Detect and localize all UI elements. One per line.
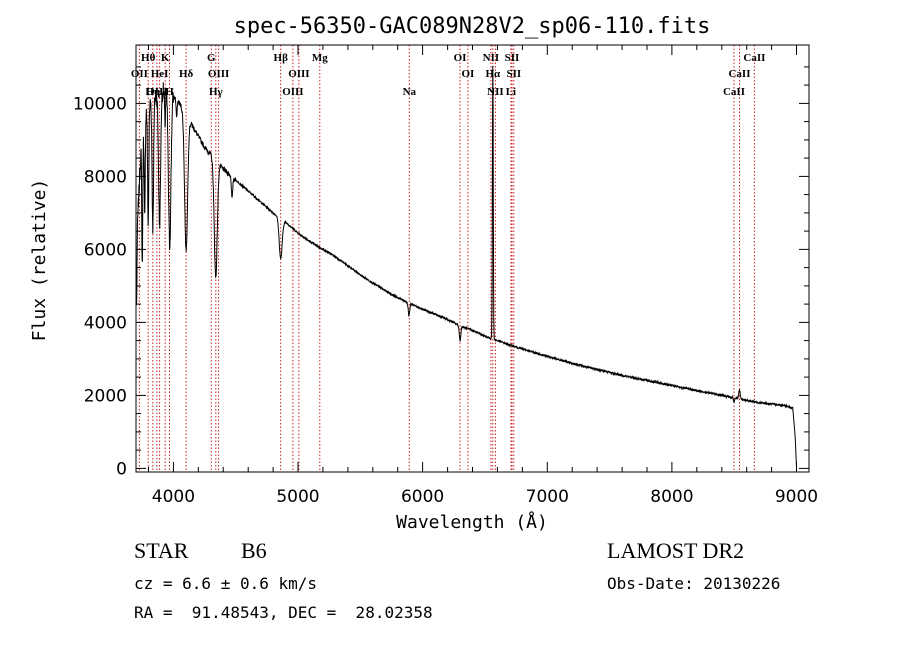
y-tick-label: 2000 [84, 386, 127, 406]
x-axis-label: Wavelength (Å) [396, 511, 548, 533]
chart-title: spec-56350-GAC089N28V2_sp06-110.fits [234, 14, 711, 39]
x-tick-label: 5000 [276, 487, 319, 507]
line-marker-label: OI [461, 68, 474, 80]
y-axis: 0 2000 4000 6000 8000 10000 [73, 66, 809, 479]
x-tick-label: 6000 [401, 487, 444, 507]
y-tick-label: 6000 [84, 240, 127, 260]
y-tick-label: 0 [116, 459, 127, 479]
line-marker-label: CaII [723, 86, 745, 98]
line-marker-label: Hη [145, 86, 160, 98]
line-marker-label: SII [506, 68, 521, 80]
line-marker-label: SII [505, 52, 520, 64]
line-marker-label: OIII [288, 68, 309, 80]
x-tick-label: 9000 [775, 487, 818, 507]
object-subclass: B6 [241, 538, 267, 563]
marker-lines [138, 45, 755, 472]
y-tick-label: 4000 [84, 313, 127, 333]
x-tick-label: 8000 [650, 487, 693, 507]
line-marker-label: OIII [282, 86, 303, 98]
line-marker-label: Hδ [179, 68, 194, 80]
line-marker-label: CaII [743, 52, 765, 64]
line-marker-label: OII [131, 68, 148, 80]
plot-frame [135, 44, 810, 473]
line-marker-label: Mg [312, 52, 328, 64]
y-tick-label: 8000 [84, 167, 127, 187]
line-marker-label: K [161, 52, 170, 64]
x-axis: 4000 5000 6000 7000 8000 9000 [148, 45, 818, 507]
line-marker-label: OIII [208, 68, 229, 80]
line-marker-label: Hθ [141, 52, 156, 64]
line-marker-label: CaII [728, 68, 750, 80]
line-marker-label: Li [506, 86, 516, 98]
spectrum-line [136, 65, 797, 466]
line-marker-label: Na [403, 86, 417, 98]
redshift-cz: cz = 6.6 ± 0.6 km/s [134, 574, 318, 593]
x-tick-label: 7000 [526, 487, 569, 507]
survey-name: LAMOST DR2 [607, 538, 745, 563]
line-marker-label: H [165, 86, 174, 98]
line-marker-label: Hγ [209, 86, 223, 98]
line-marker-label: G [207, 52, 216, 64]
line-marker-label: NII [487, 86, 504, 98]
y-tick-label: 10000 [73, 94, 127, 114]
observation-date: Obs-Date: 20130226 [607, 574, 781, 593]
line-marker-label: NII [483, 52, 500, 64]
object-class: STAR [134, 538, 189, 563]
line-marker-label: HeI [151, 68, 169, 80]
line-marker-label: OI [454, 52, 467, 64]
sky-coordinates: RA = 91.48543, DEC = 28.02358 [134, 603, 433, 622]
line-marker-label: Hβ [274, 52, 289, 64]
y-axis-label: Flux (relative) [29, 179, 50, 342]
x-tick-label: 4000 [152, 487, 195, 507]
